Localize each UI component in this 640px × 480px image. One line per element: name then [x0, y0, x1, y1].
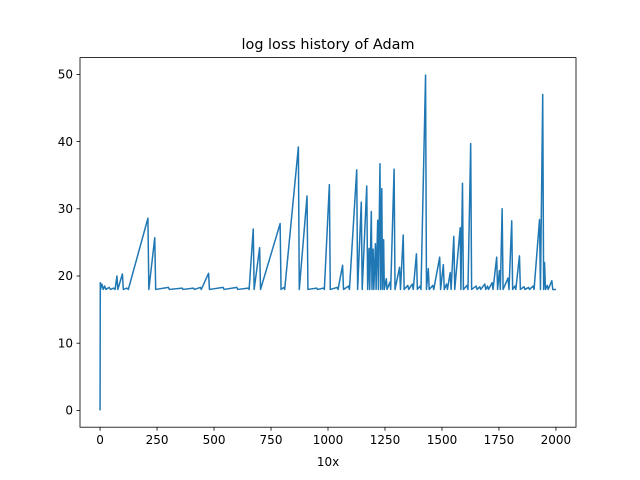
x-tick-label: 500 [203, 433, 226, 447]
plot-series-group [99, 74, 556, 411]
series-line-0 [99, 74, 556, 411]
plot-area [80, 57, 576, 428]
y-tick-label: 40 [58, 135, 73, 149]
y-tick-label: 10 [58, 336, 73, 350]
y-axis-ticks: 0 10 20 30 40 50 [58, 68, 80, 418]
x-tick-label: 250 [146, 433, 169, 447]
x-tick-label: 0 [96, 433, 104, 447]
x-axis-ticks: 0 250 500 750 1000 1250 1500 1750 2000 [96, 427, 571, 447]
x-tick-label: 750 [260, 433, 283, 447]
y-tick-label: 0 [65, 404, 73, 418]
x-tick-label: 1750 [484, 433, 515, 447]
x-tick-label: 1250 [370, 433, 401, 447]
plot-frame [79, 57, 577, 428]
x-axis-label: 10x [317, 455, 339, 469]
x-tick-label: 1000 [313, 433, 344, 447]
y-tick-label: 50 [58, 68, 73, 82]
x-tick-label: 2000 [541, 433, 572, 447]
x-tick-label: 1500 [427, 433, 458, 447]
chart-title: log loss history of Adam [242, 37, 415, 53]
y-tick-label: 30 [58, 202, 73, 216]
y-tick-label: 20 [58, 269, 73, 283]
